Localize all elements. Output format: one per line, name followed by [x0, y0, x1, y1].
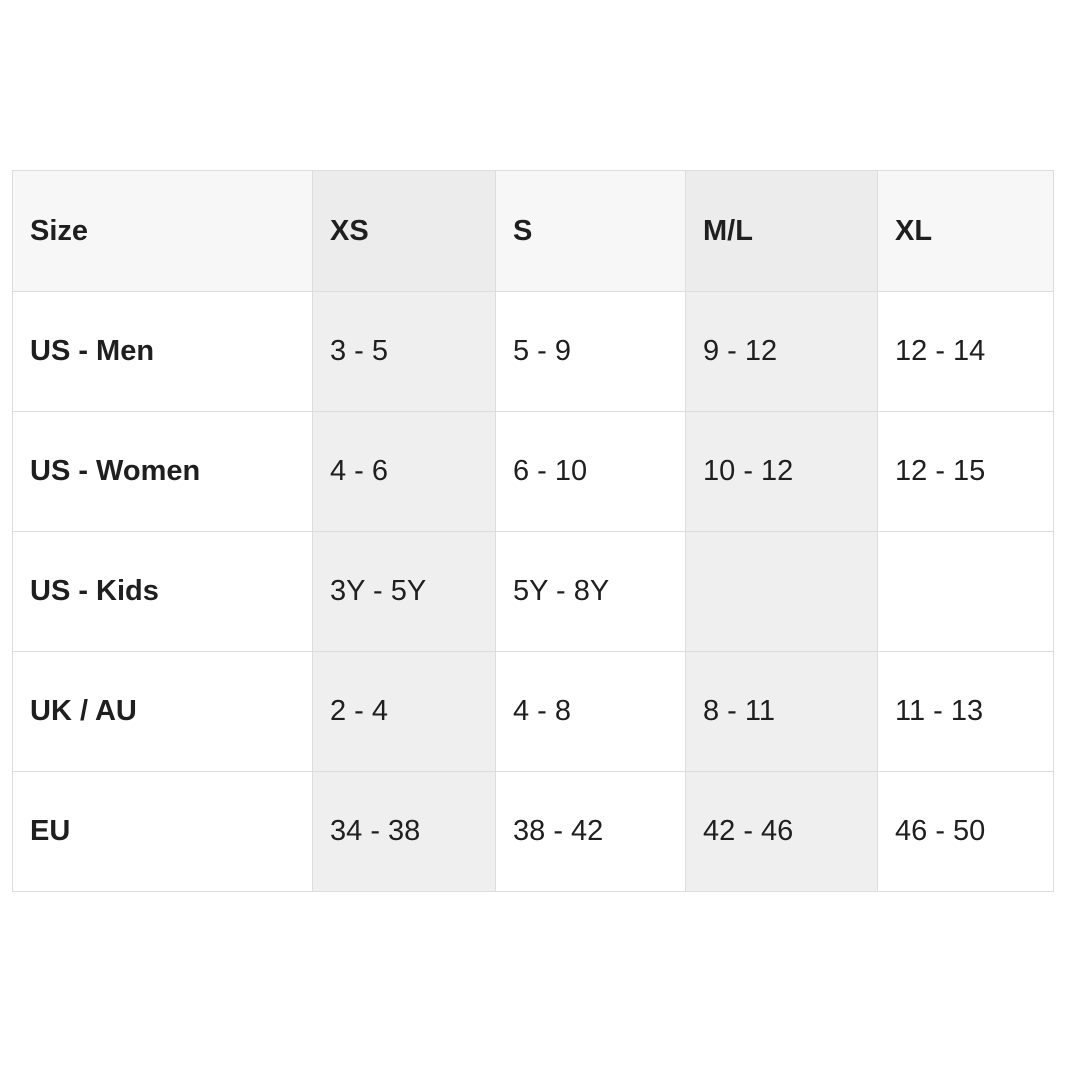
- value-cell: 2 - 4: [312, 651, 496, 772]
- value-cell: 12 - 15: [877, 411, 1054, 532]
- value-cell: 3 - 5: [312, 291, 496, 412]
- header-cell-xs: XS: [312, 170, 496, 292]
- value-cell: 3Y - 5Y: [312, 531, 496, 652]
- row-label-cell: US - Women: [12, 411, 313, 532]
- value-cell: 46 - 50: [877, 771, 1054, 892]
- table-row-eu: EU 34 - 38 38 - 42 42 - 46 46 - 50: [12, 771, 1054, 892]
- header-cell-xl: XL: [877, 170, 1054, 292]
- row-label-cell: US - Men: [12, 291, 313, 412]
- table-row-uk-au: UK / AU 2 - 4 4 - 8 8 - 11 11 - 13: [12, 651, 1054, 772]
- value-cell-empty: [685, 531, 878, 652]
- row-label-cell: US - Kids: [12, 531, 313, 652]
- value-cell-empty: [877, 531, 1054, 652]
- value-cell: 8 - 11: [685, 651, 878, 772]
- size-chart-container: Size XS S M/L XL US - Men 3 - 5 5 - 9 9 …: [12, 170, 1054, 892]
- value-cell: 4 - 8: [495, 651, 686, 772]
- table-row-us-kids: US - Kids 3Y - 5Y 5Y - 8Y: [12, 531, 1054, 652]
- row-label-cell: EU: [12, 771, 313, 892]
- header-cell-s: S: [495, 170, 686, 292]
- value-cell: 5Y - 8Y: [495, 531, 686, 652]
- value-cell: 38 - 42: [495, 771, 686, 892]
- value-cell: 11 - 13: [877, 651, 1054, 772]
- value-cell: 34 - 38: [312, 771, 496, 892]
- value-cell: 10 - 12: [685, 411, 878, 532]
- value-cell: 42 - 46: [685, 771, 878, 892]
- size-conversion-table: Size XS S M/L XL US - Men 3 - 5 5 - 9 9 …: [12, 170, 1054, 892]
- value-cell: 12 - 14: [877, 291, 1054, 412]
- value-cell: 9 - 12: [685, 291, 878, 412]
- table-row-us-men: US - Men 3 - 5 5 - 9 9 - 12 12 - 14: [12, 291, 1054, 412]
- value-cell: 4 - 6: [312, 411, 496, 532]
- header-cell-ml: M/L: [685, 170, 878, 292]
- table-row-us-women: US - Women 4 - 6 6 - 10 10 - 12 12 - 15: [12, 411, 1054, 532]
- header-cell-size: Size: [12, 170, 313, 292]
- row-label-cell: UK / AU: [12, 651, 313, 772]
- table-header-row: Size XS S M/L XL: [12, 170, 1054, 292]
- value-cell: 6 - 10: [495, 411, 686, 532]
- value-cell: 5 - 9: [495, 291, 686, 412]
